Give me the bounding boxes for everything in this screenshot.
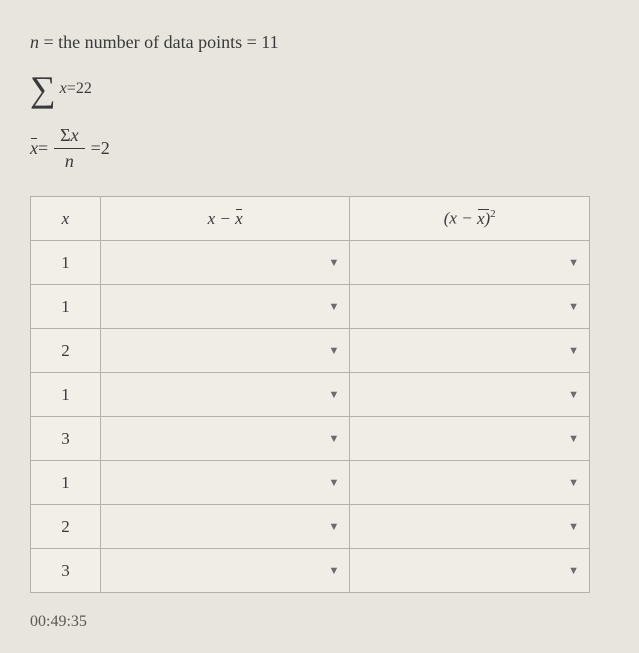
table-row: 1 ▼ ▼ bbox=[31, 241, 590, 285]
header-deviation: x − x bbox=[100, 197, 350, 241]
n-text: = the number of data points = bbox=[39, 32, 261, 52]
sigma-symbol: ∑ bbox=[30, 71, 56, 107]
squared-dropdown[interactable]: ▼ bbox=[350, 417, 590, 461]
chevron-down-icon: ▼ bbox=[329, 257, 340, 269]
cell-x: 1 bbox=[31, 285, 101, 329]
cell-x: 2 bbox=[31, 505, 101, 549]
chevron-down-icon: ▼ bbox=[329, 433, 340, 445]
cell-x: 3 bbox=[31, 549, 101, 593]
table-row: 1 ▼ ▼ bbox=[31, 461, 590, 505]
deviation-dropdown[interactable]: ▼ bbox=[100, 505, 350, 549]
squared-dropdown[interactable]: ▼ bbox=[350, 505, 590, 549]
mean-value: 2 bbox=[101, 138, 110, 159]
mean-fraction: Σx n bbox=[54, 125, 84, 172]
deviation-dropdown[interactable]: ▼ bbox=[100, 549, 350, 593]
squared-dropdown[interactable]: ▼ bbox=[350, 461, 590, 505]
mean-num-sigma: Σ bbox=[60, 125, 70, 145]
chevron-down-icon: ▼ bbox=[568, 433, 579, 445]
mean-eq2: = bbox=[91, 138, 101, 159]
chevron-down-icon: ▼ bbox=[329, 301, 340, 313]
sum-eq: = bbox=[67, 80, 76, 98]
xbar-symbol: x bbox=[30, 138, 38, 159]
chevron-down-icon: ▼ bbox=[329, 477, 340, 489]
deviation-dropdown[interactable]: ▼ bbox=[100, 373, 350, 417]
deviation-dropdown[interactable]: ▼ bbox=[100, 461, 350, 505]
mean-den: n bbox=[65, 149, 74, 172]
chevron-down-icon: ▼ bbox=[568, 565, 579, 577]
chevron-down-icon: ▼ bbox=[329, 345, 340, 357]
chevron-down-icon: ▼ bbox=[568, 477, 579, 489]
squared-dropdown[interactable]: ▼ bbox=[350, 241, 590, 285]
table-row: 1 ▼ ▼ bbox=[31, 285, 590, 329]
table-row: 3 ▼ ▼ bbox=[31, 417, 590, 461]
table-row: 1 ▼ ▼ bbox=[31, 373, 590, 417]
n-value: 11 bbox=[261, 32, 278, 52]
table-row: 2 ▼ ▼ bbox=[31, 505, 590, 549]
sum-value: 22 bbox=[76, 80, 92, 98]
table-header-row: x x − x (x − x)2 bbox=[31, 197, 590, 241]
squared-dropdown[interactable]: ▼ bbox=[350, 329, 590, 373]
chevron-down-icon: ▼ bbox=[568, 345, 579, 357]
deviation-dropdown[interactable]: ▼ bbox=[100, 241, 350, 285]
mean-num-var: x bbox=[71, 125, 79, 145]
table-row: 2 ▼ ▼ bbox=[31, 329, 590, 373]
cell-x: 2 bbox=[31, 329, 101, 373]
squared-dropdown[interactable]: ▼ bbox=[350, 549, 590, 593]
chevron-down-icon: ▼ bbox=[329, 389, 340, 401]
sum-expression: ∑ x = 22 bbox=[30, 71, 609, 107]
n-symbol: n bbox=[30, 32, 39, 52]
cell-x: 1 bbox=[31, 461, 101, 505]
mean-expression: x = Σx n = 2 bbox=[30, 125, 609, 172]
timer: 00:49:35 bbox=[30, 613, 609, 631]
table-row: 3 ▼ ▼ bbox=[31, 549, 590, 593]
cell-x: 3 bbox=[31, 417, 101, 461]
data-table: x x − x (x − x)2 1 ▼ ▼ 1 ▼ ▼ 2 ▼ ▼ 1 ▼ ▼ 3 ▼ ▼ 1 ▼ ▼ 2 ▼ ▼ 3 ▼… bbox=[30, 196, 590, 593]
chevron-down-icon: ▼ bbox=[568, 521, 579, 533]
deviation-dropdown[interactable]: ▼ bbox=[100, 285, 350, 329]
deviation-dropdown[interactable]: ▼ bbox=[100, 329, 350, 373]
chevron-down-icon: ▼ bbox=[568, 389, 579, 401]
cell-x: 1 bbox=[31, 373, 101, 417]
chevron-down-icon: ▼ bbox=[329, 521, 340, 533]
header-x: x bbox=[31, 197, 101, 241]
header-squared: (x − x)2 bbox=[350, 197, 590, 241]
squared-dropdown[interactable]: ▼ bbox=[350, 285, 590, 329]
chevron-down-icon: ▼ bbox=[329, 565, 340, 577]
n-definition: n = the number of data points = 11 bbox=[30, 32, 609, 53]
deviation-dropdown[interactable]: ▼ bbox=[100, 417, 350, 461]
cell-x: 1 bbox=[31, 241, 101, 285]
squared-dropdown[interactable]: ▼ bbox=[350, 373, 590, 417]
chevron-down-icon: ▼ bbox=[568, 301, 579, 313]
mean-eq1: = bbox=[38, 138, 48, 159]
sum-var: x bbox=[60, 80, 67, 98]
chevron-down-icon: ▼ bbox=[568, 257, 579, 269]
